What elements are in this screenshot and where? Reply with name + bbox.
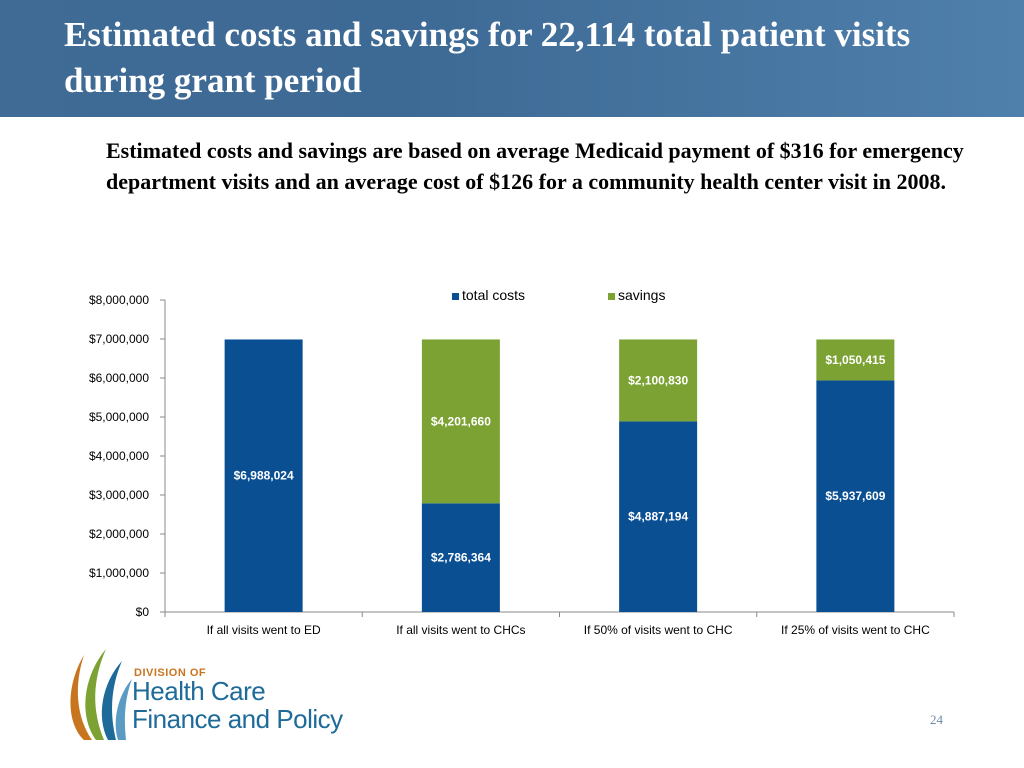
y-tick-label: $4,000,000 [89,449,149,463]
x-category-label: If all visits went to CHCs [396,623,525,637]
logo-line-1: Health Care [132,676,266,706]
title-banner: Estimated costs and savings for 22,114 t… [0,0,1024,117]
y-tick-label: $7,000,000 [89,332,149,346]
data-label-savings: $4,201,660 [431,414,491,428]
x-category-label: If 25% of visits went to CHC [781,623,930,637]
x-category-label: If all visits went to ED [207,623,321,637]
bar-total-costs [816,380,895,612]
logo-division-text: DIVISION OF [134,667,207,679]
legend-swatch-total-costs [452,293,459,300]
slide-subtitle: Estimated costs and savings are based on… [106,138,964,194]
y-tick-label: $0 [136,605,150,619]
data-label-total-costs: $2,786,364 [431,551,491,565]
y-tick-label: $3,000,000 [89,488,149,502]
y-tick-label: $2,000,000 [89,527,149,541]
stacked-bar-chart: $0 $1,000,000 $2,000,000 $3,000,000 $4,000,0… [89,287,955,637]
data-label-total-costs: $6,988,024 [234,469,294,483]
bar-total-costs [224,339,303,612]
y-tick-label: $6,000,000 [89,371,149,385]
logo-mark-icon [70,649,132,740]
data-label-savings: $2,100,830 [628,373,688,387]
y-tick-label: $8,000,000 [89,293,149,307]
legend-label-total-costs: total costs [462,287,525,303]
bar-savings [421,339,500,504]
slide-title: Estimated costs and savings for 22,114 t… [64,15,911,100]
y-tick-label: $5,000,000 [89,410,149,424]
bar-savings [816,339,895,381]
bar-total-costs [619,421,698,612]
data-label-total-costs: $5,937,609 [825,489,885,503]
bar-savings [619,339,698,422]
data-label-savings: $1,050,415 [825,353,885,367]
logo-line-2: Finance and Policy [132,704,343,734]
bar-total-costs [421,503,500,612]
x-category-label: If 50% of visits went to CHC [584,623,733,637]
page-number: 24 [930,712,943,727]
legend-swatch-savings [608,293,615,300]
y-tick-label: $1,000,000 [89,566,149,580]
legend-label-savings: savings [618,287,665,303]
data-label-total-costs: $4,887,194 [628,510,688,524]
